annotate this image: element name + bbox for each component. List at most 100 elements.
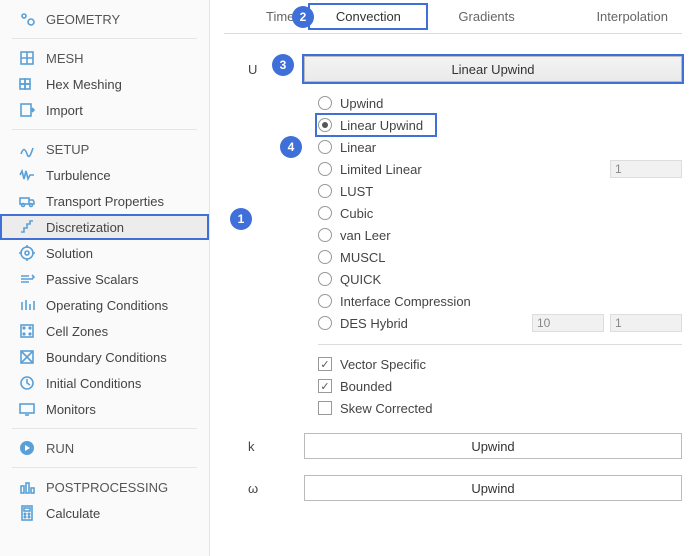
input-des-2[interactable]: 1 (610, 314, 682, 332)
radio-icon (318, 206, 332, 220)
sidebar-item-turbulence[interactable]: Turbulence (0, 162, 209, 188)
dropdown-u[interactable]: Linear Upwind (304, 56, 682, 82)
tab-interpolation[interactable]: Interpolation (582, 3, 682, 30)
label: Boundary Conditions (46, 350, 201, 365)
check-label: Skew Corrected (340, 401, 432, 416)
separator (12, 38, 197, 39)
check-skew[interactable]: Skew Corrected (318, 397, 682, 419)
annotation-2: 2 (292, 6, 314, 28)
run-icon (18, 439, 36, 457)
radio-icon (318, 162, 332, 176)
annotation-1: 1 (230, 208, 252, 230)
radio-icon (318, 272, 332, 286)
sidebar-section-setup[interactable]: SETUP (0, 136, 209, 162)
opt-limited-linear[interactable]: Limited Linear 1 (318, 158, 682, 180)
post-icon (18, 478, 36, 496)
label-omega: ω (224, 481, 304, 496)
checkbox-icon (318, 379, 332, 393)
sidebar-item-passive-scalars[interactable]: Passive Scalars (0, 266, 209, 292)
opt-interface[interactable]: Interface Compression (318, 290, 682, 312)
transport-icon (18, 192, 36, 210)
opt-label: QUICK (340, 272, 381, 287)
radio-icon (318, 140, 332, 154)
opt-cubic[interactable]: Cubic (318, 202, 682, 224)
input-limited-linear[interactable]: 1 (610, 160, 682, 178)
opt-label: DES Hybrid (340, 316, 408, 331)
opt-linear[interactable]: Linear (318, 136, 682, 158)
opt-label: Upwind (340, 96, 383, 111)
sidebar-item-discretization[interactable]: Discretization (0, 214, 209, 240)
label: Initial Conditions (46, 376, 201, 391)
label: Turbulence (46, 168, 201, 183)
content: U Linear Upwind Upwind Linear Upwind Lin… (224, 34, 682, 501)
separator (12, 129, 197, 130)
label-k: k (224, 439, 304, 454)
sidebar-section-run[interactable]: RUN (0, 435, 209, 461)
check-label: Bounded (340, 379, 392, 394)
annotation-3: 3 (272, 54, 294, 76)
sidebar-section-geometry[interactable]: GEOMETRY (0, 6, 209, 32)
sidebar-section-mesh[interactable]: MESH (0, 45, 209, 71)
label: Hex Meshing (46, 77, 201, 92)
radio-icon (318, 250, 332, 264)
options-u: Upwind Linear Upwind Linear Limited Line… (318, 92, 682, 419)
opt-linear-upwind[interactable]: Linear Upwind (316, 114, 436, 136)
opt-label: MUSCL (340, 250, 386, 265)
radio-icon (318, 228, 332, 242)
sidebar-item-initial[interactable]: Initial Conditions (0, 370, 209, 396)
check-vector[interactable]: Vector Specific (318, 353, 682, 375)
dropdown-omega[interactable]: Upwind (304, 475, 682, 501)
turbulence-icon (18, 166, 36, 184)
mesh-icon (18, 49, 36, 67)
sidebar-item-monitors[interactable]: Monitors (0, 396, 209, 422)
setup-icon (18, 140, 36, 158)
opt-label: Linear (340, 140, 376, 155)
opt-des[interactable]: DES Hybrid 10 1 (318, 312, 682, 334)
sidebar-item-cell-zones[interactable]: Cell Zones (0, 318, 209, 344)
sidebar-item-solution[interactable]: Solution (0, 240, 209, 266)
input-des-1[interactable]: 10 (532, 314, 604, 332)
checkbox-icon (318, 401, 332, 415)
opt-upwind[interactable]: Upwind (318, 92, 682, 114)
dropdown-k[interactable]: Upwind (304, 433, 682, 459)
cellzones-icon (18, 322, 36, 340)
check-bounded[interactable]: Bounded (318, 375, 682, 397)
import-icon (18, 101, 36, 119)
checkbox-icon (318, 357, 332, 371)
solution-icon (18, 244, 36, 262)
separator (318, 344, 682, 345)
label: SETUP (46, 142, 201, 157)
sidebar-item-operating[interactable]: Operating Conditions (0, 292, 209, 318)
opt-van-leer[interactable]: van Leer (318, 224, 682, 246)
opt-label: Interface Compression (340, 294, 471, 309)
label: GEOMETRY (46, 12, 201, 27)
tab-gradients[interactable]: Gradients (428, 3, 528, 30)
label: Operating Conditions (46, 298, 201, 313)
tab-convection[interactable]: Convection (308, 3, 428, 30)
label: RUN (46, 441, 201, 456)
sidebar-item-import[interactable]: Import (0, 97, 209, 123)
label: MESH (46, 51, 201, 66)
opt-label: Linear Upwind (340, 118, 423, 133)
radio-icon (318, 118, 332, 132)
geometry-icon (18, 10, 36, 28)
opt-lust[interactable]: LUST (318, 180, 682, 202)
sidebar-item-transport[interactable]: Transport Properties (0, 188, 209, 214)
sidebar-item-calculate[interactable]: Calculate (0, 500, 209, 526)
radio-icon (318, 316, 332, 330)
check-label: Vector Specific (340, 357, 426, 372)
label: Passive Scalars (46, 272, 201, 287)
opt-label: Cubic (340, 206, 373, 221)
separator (12, 467, 197, 468)
discretization-icon (18, 218, 36, 236)
sidebar-item-hex-meshing[interactable]: Hex Meshing (0, 71, 209, 97)
monitors-icon (18, 400, 36, 418)
label: Transport Properties (46, 194, 201, 209)
sidebar-section-post[interactable]: POSTPROCESSING (0, 474, 209, 500)
opt-muscl[interactable]: MUSCL (318, 246, 682, 268)
opt-quick[interactable]: QUICK (318, 268, 682, 290)
operating-icon (18, 296, 36, 314)
label: POSTPROCESSING (46, 480, 201, 495)
sidebar-item-boundary[interactable]: Boundary Conditions (0, 344, 209, 370)
hex-icon (18, 75, 36, 93)
